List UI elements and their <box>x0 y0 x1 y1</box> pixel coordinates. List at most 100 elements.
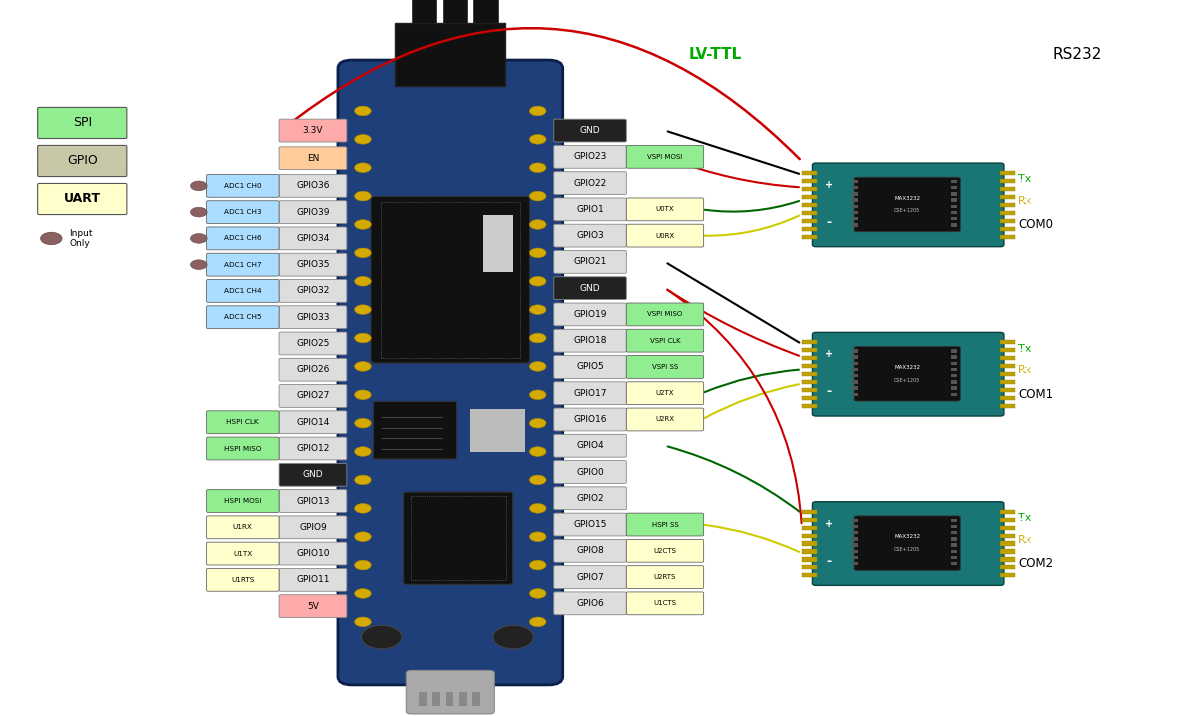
FancyBboxPatch shape <box>279 175 347 198</box>
Bar <box>1000 211 1014 215</box>
Text: COM0: COM0 <box>1018 218 1054 231</box>
FancyBboxPatch shape <box>554 303 626 326</box>
Text: VSPI SS: VSPI SS <box>652 364 678 370</box>
Text: GPIO8: GPIO8 <box>576 546 604 556</box>
Bar <box>1000 380 1014 384</box>
Circle shape <box>191 208 207 217</box>
Text: U2RTS: U2RTS <box>653 574 676 580</box>
Bar <box>951 349 957 353</box>
Text: GPIO39: GPIO39 <box>297 208 330 217</box>
Bar <box>852 392 858 396</box>
Text: GPIO0: GPIO0 <box>576 468 604 477</box>
Circle shape <box>529 220 546 229</box>
Text: GPIO34: GPIO34 <box>297 234 330 243</box>
FancyBboxPatch shape <box>206 516 279 538</box>
Bar <box>951 355 957 359</box>
FancyBboxPatch shape <box>813 502 1004 586</box>
Bar <box>802 218 818 223</box>
Bar <box>802 396 818 400</box>
FancyBboxPatch shape <box>206 227 279 250</box>
Text: HSPI SS: HSPI SS <box>652 521 678 528</box>
FancyBboxPatch shape <box>279 253 347 276</box>
Circle shape <box>41 232 62 245</box>
FancyBboxPatch shape <box>626 408 703 431</box>
FancyBboxPatch shape <box>626 382 703 405</box>
FancyBboxPatch shape <box>406 670 495 714</box>
FancyBboxPatch shape <box>554 487 626 510</box>
FancyBboxPatch shape <box>626 356 703 378</box>
Text: EN: EN <box>306 154 319 163</box>
Bar <box>951 518 957 522</box>
Text: GPIO18: GPIO18 <box>573 337 607 345</box>
Text: -: - <box>826 216 832 229</box>
FancyBboxPatch shape <box>626 224 703 247</box>
Text: GPIO19: GPIO19 <box>573 310 607 319</box>
Circle shape <box>354 560 371 570</box>
Bar <box>802 348 818 352</box>
FancyBboxPatch shape <box>279 437 347 460</box>
Text: Rx: Rx <box>1018 535 1032 545</box>
Text: GND: GND <box>579 126 601 135</box>
Text: GPIO15: GPIO15 <box>573 520 607 529</box>
Bar <box>852 543 858 547</box>
Text: COM2: COM2 <box>1018 557 1054 570</box>
Text: Tx: Tx <box>1018 175 1031 185</box>
Circle shape <box>361 625 402 649</box>
Text: VSPI MOSI: VSPI MOSI <box>647 154 683 160</box>
Text: ADC1 CH7: ADC1 CH7 <box>224 261 261 268</box>
Text: U1RX: U1RX <box>232 524 253 531</box>
Text: GPIO6: GPIO6 <box>576 599 604 608</box>
Bar <box>802 211 818 215</box>
Bar <box>802 526 818 530</box>
Text: U1CTS: U1CTS <box>653 600 677 606</box>
Bar <box>1000 388 1014 392</box>
Bar <box>802 195 818 199</box>
FancyBboxPatch shape <box>279 411 347 434</box>
Bar <box>951 198 957 202</box>
Bar <box>472 692 480 706</box>
Circle shape <box>529 305 546 314</box>
Bar <box>802 227 818 231</box>
FancyBboxPatch shape <box>279 119 347 142</box>
Bar <box>1000 218 1014 223</box>
Bar <box>442 0 467 24</box>
Text: ADC1 CH5: ADC1 CH5 <box>224 314 261 320</box>
Circle shape <box>354 362 371 371</box>
Circle shape <box>354 163 371 173</box>
FancyBboxPatch shape <box>206 175 279 198</box>
Bar <box>473 0 497 24</box>
Text: GPIO27: GPIO27 <box>297 392 330 400</box>
Bar <box>802 372 818 377</box>
Bar <box>852 368 858 371</box>
Text: Tx: Tx <box>1018 513 1031 523</box>
Bar <box>1000 203 1014 207</box>
Circle shape <box>529 106 546 116</box>
Bar <box>852 531 858 534</box>
Bar <box>412 0 436 24</box>
FancyBboxPatch shape <box>626 329 703 352</box>
Text: ADC1 CH4: ADC1 CH4 <box>224 288 261 294</box>
FancyBboxPatch shape <box>279 490 347 513</box>
Bar <box>951 537 957 541</box>
FancyBboxPatch shape <box>554 224 626 247</box>
Text: GPIO13: GPIO13 <box>297 496 330 505</box>
Bar <box>951 217 957 221</box>
Circle shape <box>191 181 207 190</box>
Bar <box>1000 348 1014 352</box>
Text: Tx: Tx <box>1018 344 1031 354</box>
Circle shape <box>529 589 546 599</box>
Text: GPIO23: GPIO23 <box>573 153 607 161</box>
FancyBboxPatch shape <box>279 227 347 250</box>
Bar <box>1000 404 1014 408</box>
Bar <box>852 525 858 528</box>
Circle shape <box>354 276 371 286</box>
Text: U1TX: U1TX <box>234 551 253 556</box>
Bar <box>1000 357 1014 360</box>
FancyBboxPatch shape <box>855 178 961 232</box>
Circle shape <box>529 135 546 144</box>
Bar <box>802 510 818 514</box>
Bar <box>852 537 858 541</box>
FancyBboxPatch shape <box>38 107 126 138</box>
Bar <box>951 205 957 208</box>
Text: HSPI CLK: HSPI CLK <box>226 420 259 425</box>
